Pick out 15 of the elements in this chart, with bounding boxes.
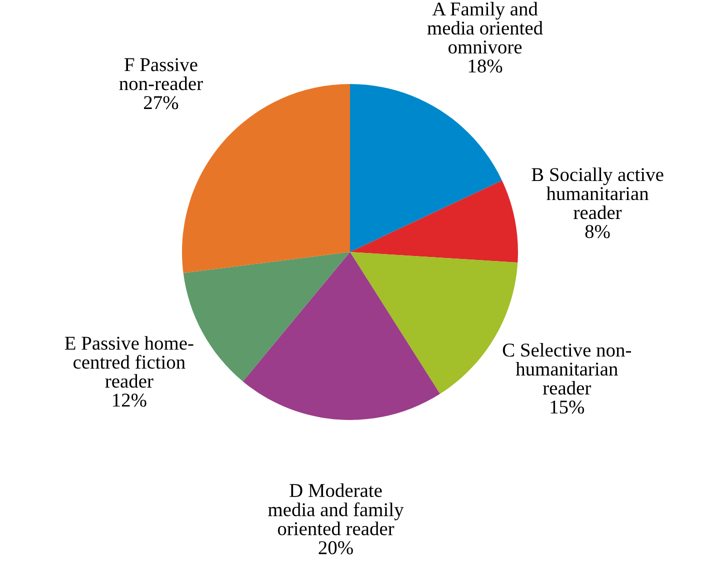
pie-slice [242,252,440,420]
data-label: 18% [468,59,502,73]
slice-label: A Family and media oriented omnivore [427,2,543,54]
data-label: 15% [550,400,584,414]
data-label: 27% [144,96,178,110]
data-label: 12% [113,394,146,407]
slice-label: C Selective non- humanitarian reader [502,342,631,395]
pie-slice [350,180,518,263]
data-label: 20% [318,541,353,554]
slice-label: B Socially active humanitarian reader [532,167,664,220]
slice-label: F Passive non-reader [119,58,203,90]
pie-slice [350,84,502,252]
slice-label: D Moderate media and family oriented reader [268,483,404,536]
data-label: 8% [585,225,610,238]
slice-label: E Passive home- centred fiction reader [64,336,194,388]
